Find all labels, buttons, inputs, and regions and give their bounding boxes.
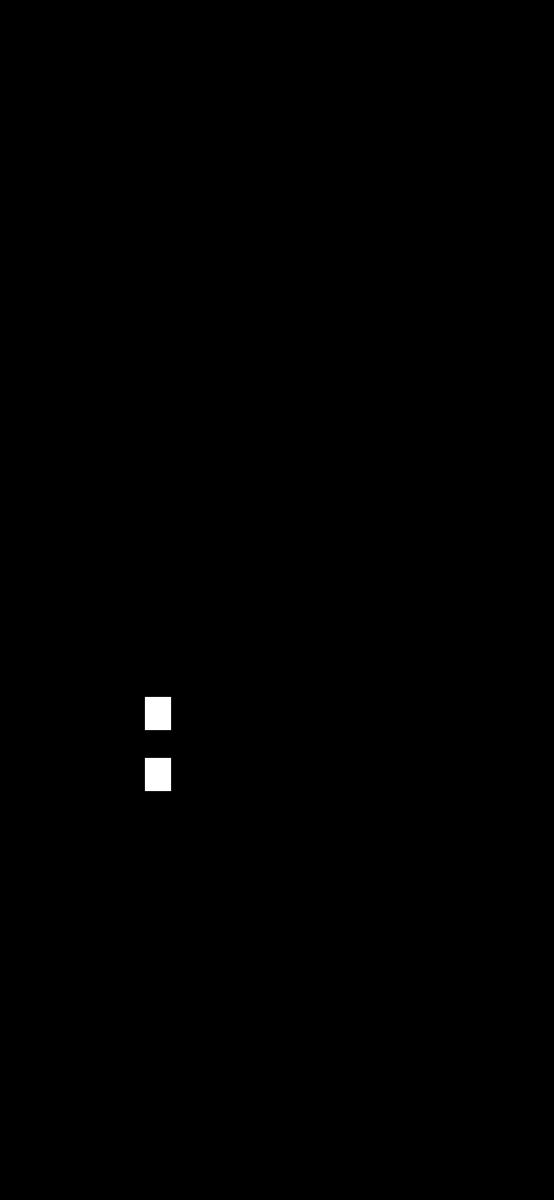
- Text: R2: R2: [122, 767, 138, 780]
- Text: (d): (d): [22, 314, 41, 328]
- Text: (i): (i): [40, 421, 54, 434]
- Bar: [143, 695, 172, 731]
- Text: R1: R1: [122, 707, 138, 720]
- Text: Figure Q1(d): Figure Q1(d): [68, 314, 163, 328]
- Bar: [143, 756, 172, 792]
- Text: This circuit is connected with another amplifier with t gain of 20
dB. Estimate : This circuit is connected with another a…: [95, 509, 528, 538]
- Text: Figure Q1(d): Electronic communication circuit: Figure Q1(d): Electronic communication c…: [100, 869, 454, 882]
- Text: (ii): (ii): [40, 509, 59, 522]
- Text: Determine the value of resistor R₂, if resistor R₁ is 470Ω.: Determine the value of resistor R₂, if r…: [95, 421, 476, 434]
- Text: shows a circuit that has been developed for an electronic
communication project.: shows a circuit that has been developed …: [136, 314, 554, 358]
